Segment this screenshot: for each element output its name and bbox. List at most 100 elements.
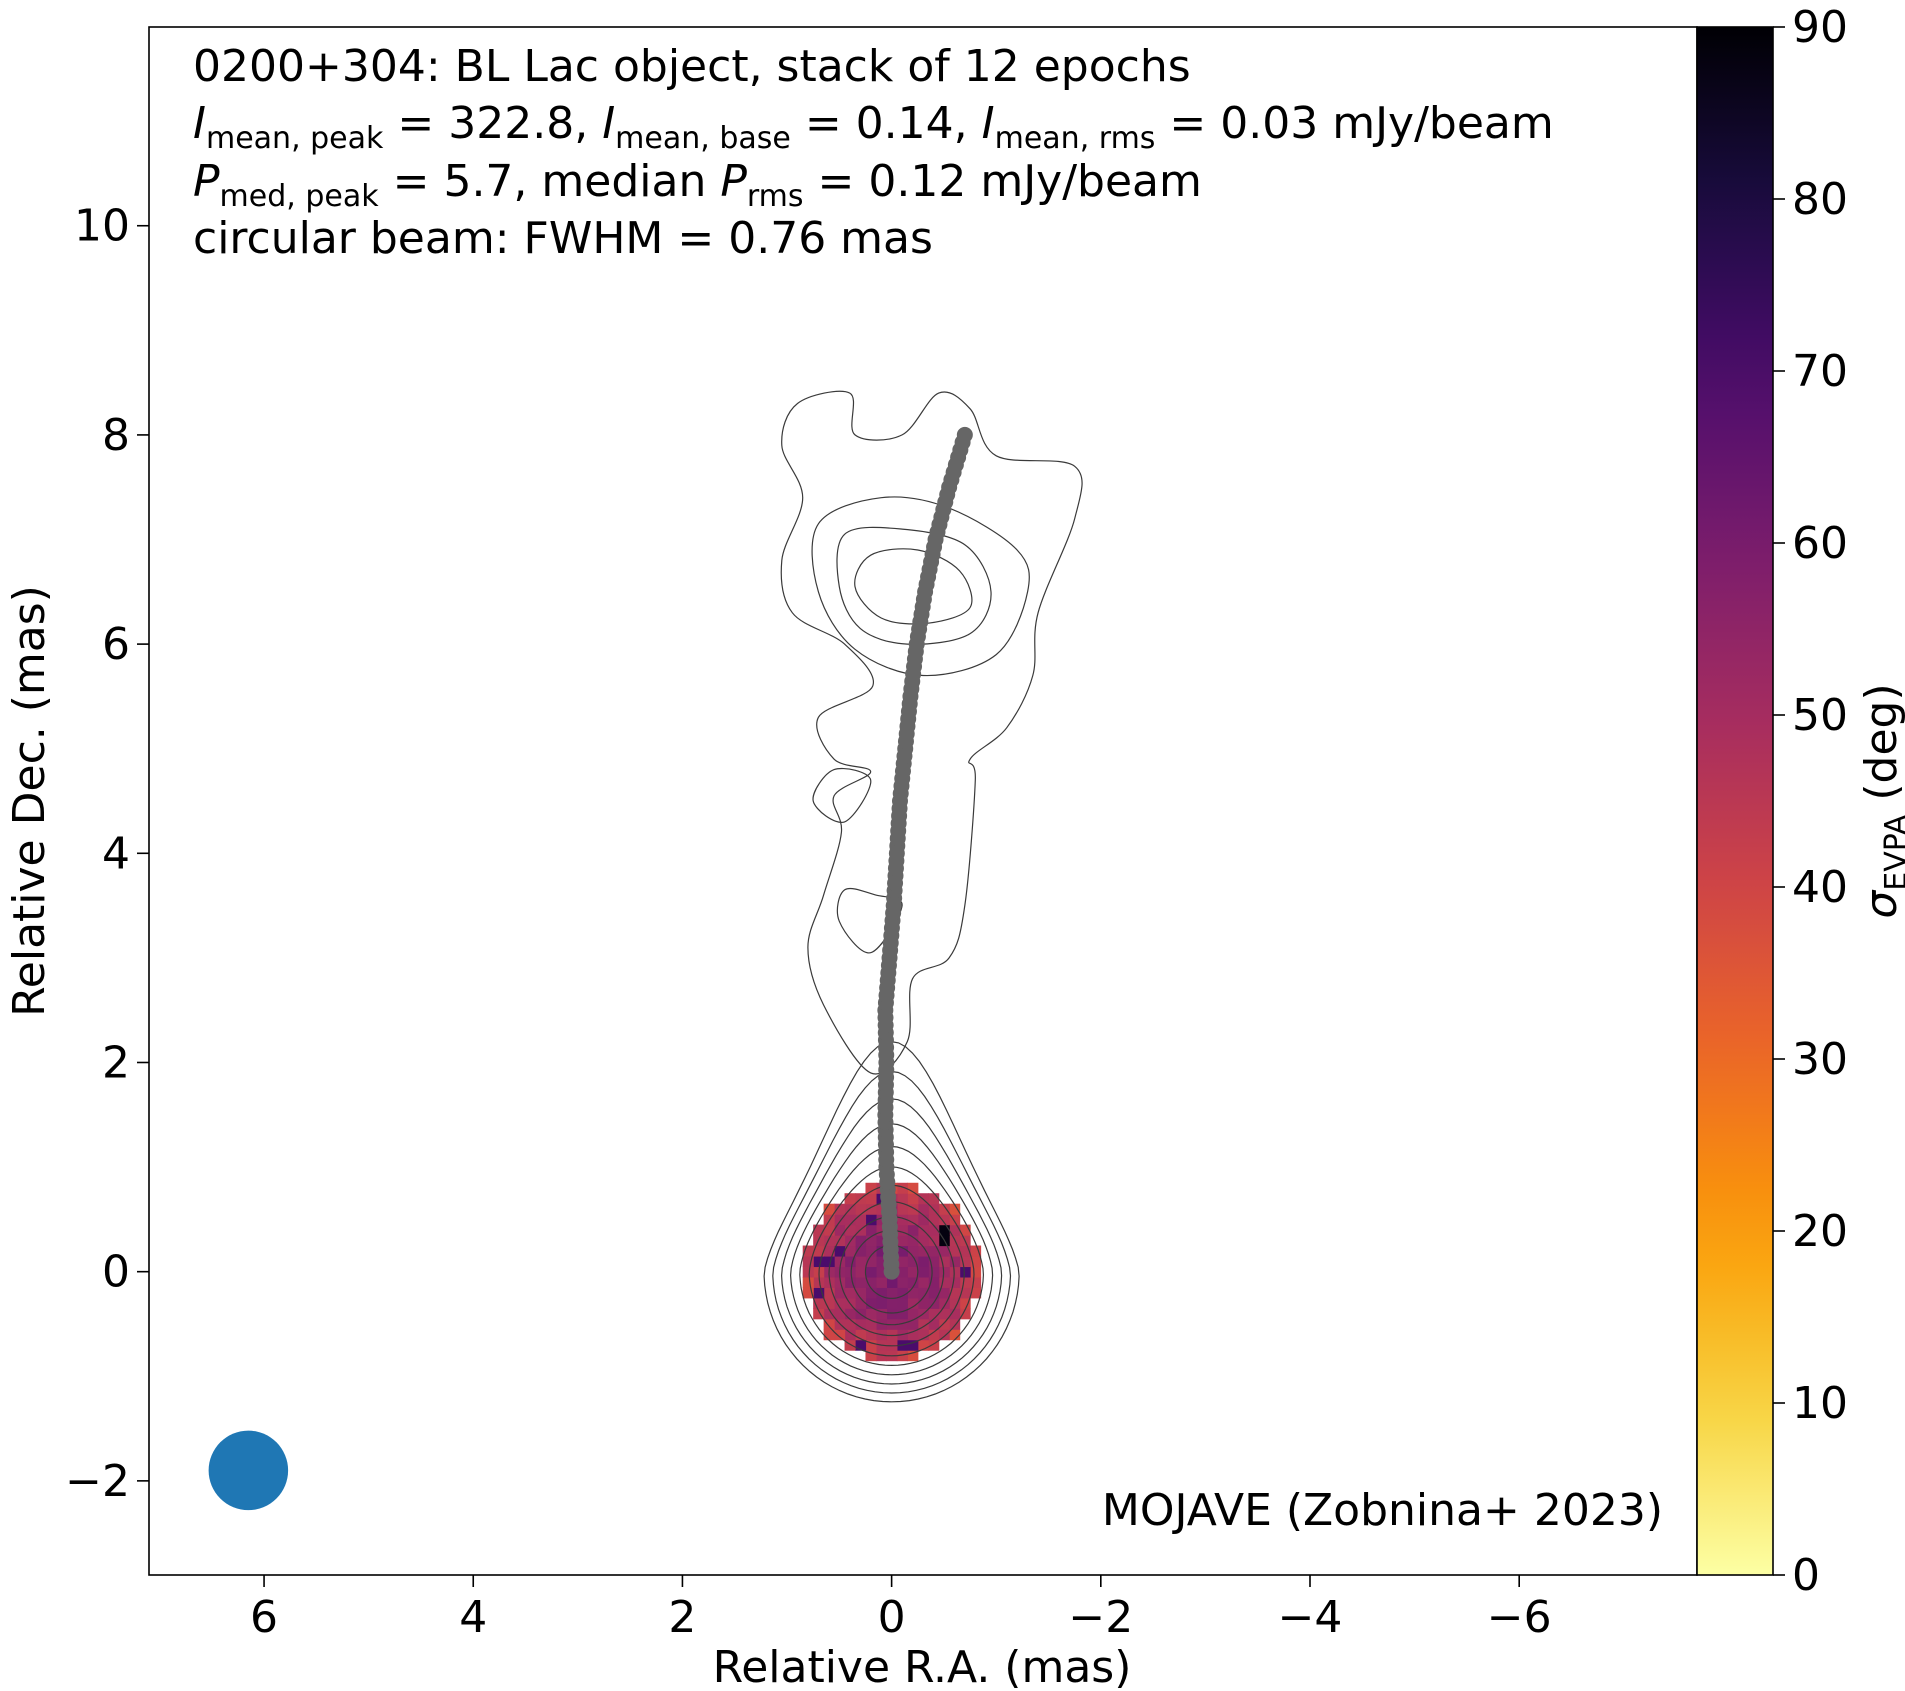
polarization-pixel: [896, 1276, 908, 1288]
polarization-pixel: [970, 1245, 982, 1257]
polarization-pixel: [917, 1255, 929, 1268]
polarization-pixel: [949, 1318, 961, 1330]
polarization-pixel: [896, 1287, 908, 1299]
polarization-pixel: [865, 1214, 877, 1226]
core-contour: [818, 1184, 965, 1347]
polarization-pixel: [896, 1224, 908, 1236]
polarization-pixel: [938, 1266, 950, 1278]
polarization-pixel: [907, 1266, 919, 1278]
polarization-pixel: [834, 1203, 846, 1215]
polarization-pixel: [855, 1276, 867, 1288]
polarization-pixel: [823, 1329, 835, 1341]
polarization-pixel: [959, 1297, 971, 1309]
polarization-pixel: [938, 1214, 950, 1226]
polarization-pixel: [949, 1214, 961, 1226]
polarization-pixel: [938, 1203, 950, 1215]
polarization-pixel: [938, 1297, 950, 1309]
polarization-pixel: [907, 1339, 919, 1351]
core-contour: [789, 1123, 994, 1376]
polarization-pixel: [896, 1214, 908, 1226]
polarization-pixel: [865, 1297, 877, 1309]
x-axis-label: Relative R.A. (mas): [713, 1642, 1132, 1691]
polarization-pixel: [802, 1266, 814, 1278]
plot-content: [208, 390, 1083, 1511]
y-tick-label: 6: [102, 619, 130, 670]
colorbar-ticks: 0 10 20 30 40 50 60 70 80 90: [1773, 2, 1848, 1601]
polarization-pixel: [917, 1235, 929, 1247]
polarization-pixel: [834, 1255, 846, 1268]
polarization-pixel: [875, 1318, 887, 1330]
polarization-pixel: [855, 1245, 867, 1257]
colorbar-fill: [1697, 27, 1773, 1575]
polarization-pixel: [907, 1276, 919, 1288]
polarization-pixel: [949, 1276, 961, 1288]
polarization-pixel: [896, 1245, 908, 1257]
polarization-pixel: [865, 1255, 877, 1268]
polarization-pixel: [813, 1224, 825, 1236]
colorbar-tick-label: 20: [1792, 1206, 1848, 1257]
polarization-pixel: [844, 1339, 856, 1351]
polarization-pixel: [834, 1297, 846, 1309]
jet-contour-knot2: [836, 526, 992, 645]
polarization-pixel: [834, 1276, 846, 1288]
polarization-pixel: [823, 1287, 835, 1299]
polarization-pixel: [928, 1339, 940, 1351]
polarization-pixel: [844, 1318, 856, 1330]
header-line-2: Imean, peak = 322.8, Imean, base = 0.14,…: [193, 98, 1554, 156]
header-line-4: circular beam: FWHM = 0.76 mas: [193, 213, 933, 264]
polarization-pixel: [865, 1266, 877, 1278]
polarization-pixel: [928, 1329, 940, 1341]
polarization-pixel: [938, 1318, 950, 1330]
polarization-pixel: [949, 1203, 961, 1215]
polarization-pixel: [813, 1287, 825, 1299]
polarization-pixel: [844, 1329, 856, 1341]
polarization-pixel: [907, 1297, 919, 1309]
polarization-pixel: [959, 1287, 971, 1299]
polarization-pixel: [917, 1329, 929, 1341]
polarization-pixel: [959, 1266, 971, 1278]
polarization-pixel: [875, 1297, 887, 1309]
polarization-pixel: [855, 1329, 867, 1341]
y-tick-label: 4: [102, 828, 130, 879]
jet-ridge-line: [877, 426, 973, 1280]
polarization-pixel: [834, 1308, 846, 1320]
polarization-pixel: [928, 1245, 940, 1257]
polarization-pixel: [865, 1329, 877, 1341]
polarization-pixel: [855, 1287, 867, 1299]
x-tick-label: 0: [878, 1592, 906, 1643]
polarization-pixel: [907, 1203, 919, 1215]
polarization-pixel: [844, 1266, 856, 1278]
polarization-pixel: [907, 1245, 919, 1257]
polarization-pixel: [834, 1329, 846, 1341]
polarization-pixel: [865, 1287, 877, 1299]
x-tick-label: 6: [250, 1592, 278, 1643]
polarization-pixel: [896, 1255, 908, 1268]
polarization-pixel: [855, 1318, 867, 1330]
header-line-1: 0200+304: BL Lac object, stack of 12 epo…: [193, 41, 1191, 92]
polarization-pixel: [886, 1297, 898, 1309]
polarization-pixel: [907, 1193, 919, 1205]
y-axis-label: Relative Dec. (mas): [4, 585, 55, 1017]
polarization-pixel: [917, 1245, 929, 1257]
jet-contour-outer: [780, 390, 1083, 1075]
colorbar-tick-label: 70: [1792, 346, 1848, 397]
core-contour: [839, 1216, 945, 1326]
polarization-pixel: [844, 1224, 856, 1236]
y-tick-label: 0: [102, 1247, 130, 1298]
colorbar: 0 10 20 30 40 50 60 70 80 90 σEVPA (deg): [1696, 2, 1905, 1601]
polarization-pixel: [823, 1245, 835, 1257]
credit-annotation: MOJAVE (Zobnina+ 2023): [1102, 1485, 1663, 1536]
polarization-pixel: [907, 1329, 919, 1341]
polarization-pixel: [907, 1318, 919, 1330]
polarization-pixel: [865, 1276, 877, 1288]
polarization-pixel: [802, 1245, 814, 1257]
colorbar-frame: [1696, 26, 1774, 1576]
polarization-pixel: [938, 1224, 950, 1236]
polarization-pixel: [865, 1350, 877, 1362]
core-contour: [799, 1145, 985, 1367]
colorbar-tick-label: 0: [1792, 1550, 1820, 1601]
colorbar-tick-label: 40: [1792, 862, 1848, 913]
polarization-pixel: [959, 1224, 971, 1236]
polarization-pixel: [917, 1339, 929, 1351]
polarization-pixel: [928, 1287, 940, 1299]
